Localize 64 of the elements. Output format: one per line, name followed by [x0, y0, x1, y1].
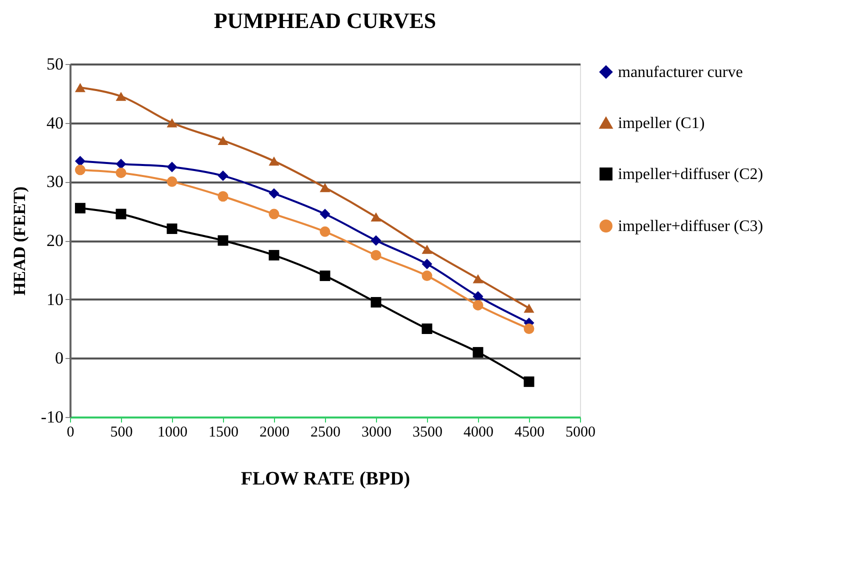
x-axis-title: FLOW RATE (BPD) [240, 468, 410, 490]
point [320, 208, 330, 220]
point [370, 212, 382, 222]
y-tick-label: 0 [55, 348, 64, 368]
point [320, 183, 330, 192]
x-tick-label: 4500 [514, 424, 544, 440]
point [370, 297, 382, 308]
x-tick-label: 1500 [208, 424, 238, 440]
point [524, 304, 534, 313]
y-tick-label: 50 [46, 54, 64, 74]
point [472, 347, 484, 358]
point [320, 270, 330, 282]
x-tick-label: 3500 [412, 424, 442, 440]
point [422, 244, 432, 254]
point [472, 300, 484, 310]
x-tick-label: 0 [66, 424, 74, 440]
legend-label: impeller+diffuser (C2) [618, 166, 764, 183]
x-tick-label: 5000 [566, 424, 596, 440]
point [320, 226, 330, 237]
point [268, 188, 280, 199]
point [524, 324, 534, 334]
point [166, 223, 178, 234]
point [218, 191, 228, 202]
point [74, 202, 86, 214]
point [74, 156, 86, 166]
point [116, 208, 126, 220]
point [218, 170, 228, 182]
point [116, 158, 126, 170]
x-tick-label: 3000 [362, 424, 392, 440]
point [472, 291, 484, 302]
point [370, 250, 382, 260]
point [472, 274, 484, 284]
point [268, 156, 280, 166]
legend-label: impeller+diffuser (C3) [618, 218, 764, 235]
point [524, 376, 534, 387]
point [370, 235, 382, 246]
point [422, 324, 432, 334]
point [218, 136, 228, 146]
legend-label: manufacturer curve [618, 64, 743, 81]
chart-title: PUMPHEAD CURVES [214, 8, 436, 33]
x-tick-label: 500 [110, 424, 133, 440]
y-tick-label: -10 [40, 408, 64, 426]
point [166, 176, 178, 187]
y-axis-title: HEAD (FEET) [10, 186, 29, 296]
point [422, 258, 432, 270]
y-tick-label: 40 [46, 113, 64, 132]
point [268, 208, 280, 220]
point [116, 92, 126, 101]
x-tick-label: 4000 [464, 424, 494, 440]
point [268, 250, 280, 260]
point [116, 168, 126, 178]
x-tick-label: 1000 [158, 424, 188, 440]
y-tick-label: 20 [46, 231, 64, 250]
point [422, 270, 432, 282]
legend-label: impeller (C1) [618, 115, 705, 132]
y-tick-label: 10 [46, 290, 64, 309]
point [218, 235, 228, 246]
point [74, 82, 86, 92]
point [166, 162, 178, 172]
point [166, 118, 178, 128]
y-tick-label: 30 [46, 172, 64, 192]
x-tick-label: 2000 [260, 424, 290, 440]
point [74, 164, 86, 176]
x-tick-label: 2500 [310, 424, 340, 440]
